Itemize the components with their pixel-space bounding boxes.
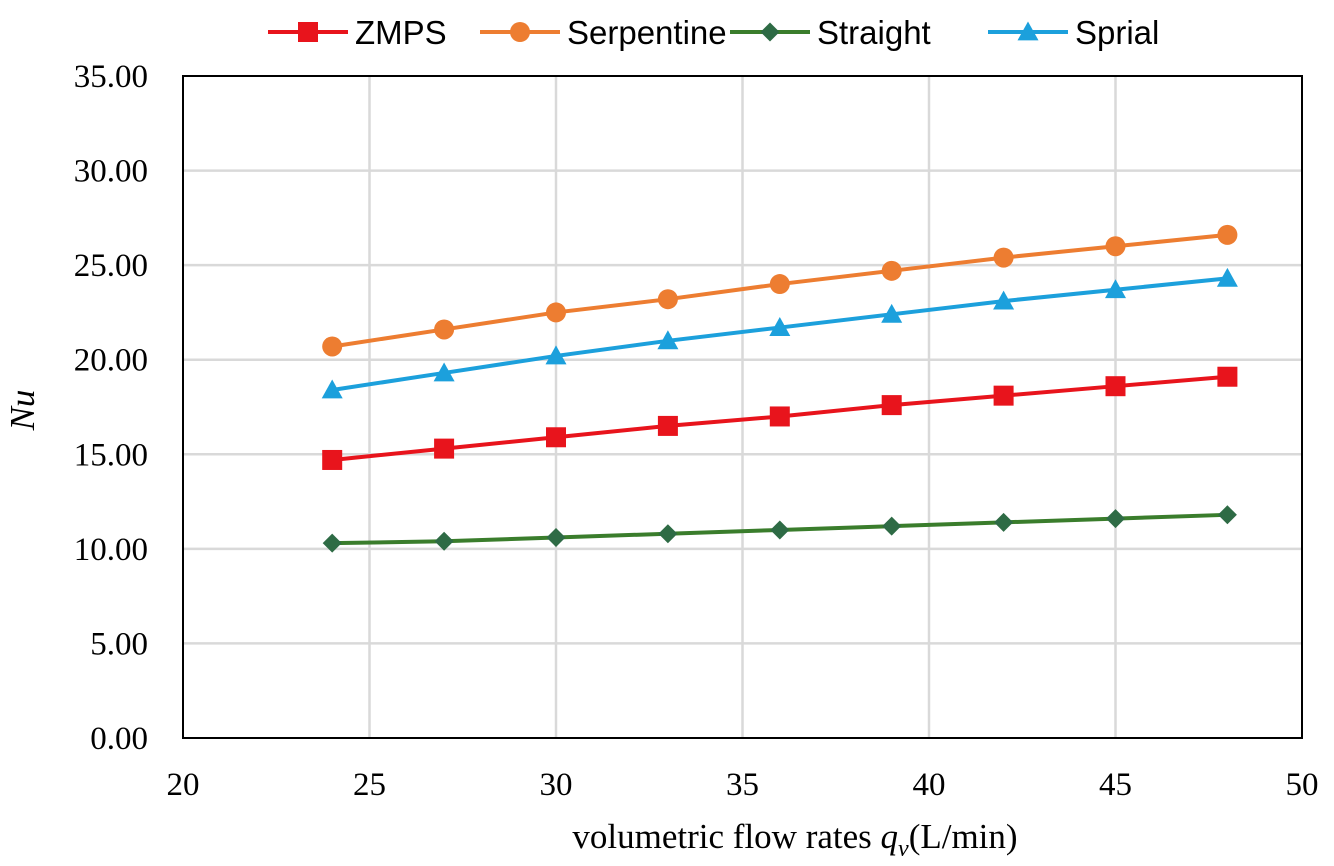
legend-label-serpentine: Serpentine [567, 14, 727, 51]
legend-marker-serpentine [510, 22, 530, 42]
series-serpentine [322, 224, 1238, 357]
x-tick-label: 50 [1286, 767, 1319, 803]
legend-marker-straight [760, 22, 780, 42]
data-point-sprial [993, 290, 1015, 310]
data-point-zmps [546, 427, 566, 448]
data-point-straight [1106, 509, 1125, 529]
data-point-straight [546, 528, 566, 548]
data-point-straight [322, 533, 342, 553]
data-point-straight [882, 516, 902, 536]
x-tick-label: 35 [726, 767, 759, 803]
data-point-zmps [434, 438, 455, 459]
data-point-straight [434, 531, 454, 551]
data-point-zmps [993, 385, 1014, 406]
data-point-serpentine [546, 302, 566, 323]
data-point-zmps [881, 395, 902, 416]
y-axis-title: Nu [3, 390, 42, 432]
x-tick-label: 45 [1099, 767, 1132, 803]
legend-item-serpentine: Serpentine [480, 14, 727, 51]
data-point-sprial [433, 362, 455, 382]
legend: ZMPS Serpentine Straight Sprial [268, 14, 1159, 51]
x-tick-label: 40 [913, 767, 946, 803]
data-point-straight [658, 524, 678, 544]
legend-item-straight: Straight [730, 14, 931, 51]
data-point-serpentine [993, 247, 1014, 268]
series-sprial [321, 267, 1238, 399]
y-tick-label: 30.00 [74, 154, 148, 190]
series-straight [322, 505, 1237, 553]
data-point-sprial [1216, 267, 1238, 287]
legend-label-zmps: ZMPS [355, 14, 447, 51]
data-point-serpentine [1217, 224, 1238, 245]
x-tick-label: 25 [353, 767, 386, 803]
data-point-sprial [321, 379, 343, 399]
x-axis-title-variable: q [881, 817, 899, 856]
y-tick-label: 0.00 [90, 721, 148, 757]
data-point-sprial [545, 345, 567, 365]
x-axis-title-suffix: (L/min) [909, 817, 1018, 856]
y-tick-label: 35.00 [74, 59, 148, 95]
y-tick-label: 25.00 [74, 248, 148, 284]
data-point-sprial [881, 303, 903, 323]
data-point-sprial [1105, 279, 1126, 299]
data-point-straight [770, 520, 790, 540]
data-point-serpentine [881, 260, 902, 281]
data-point-serpentine [434, 319, 455, 340]
data-point-serpentine [769, 274, 790, 295]
series-zmps [322, 366, 1238, 470]
legend-marker-sprial [1017, 21, 1039, 41]
data-point-sprial [769, 317, 791, 336]
legend-marker-zmps [298, 22, 318, 42]
x-axis-title: volumetric flow rates qv(L/min) [572, 817, 1017, 862]
x-axis-title-prefix: volumetric flow rates [572, 817, 880, 856]
data-point-zmps [769, 406, 790, 427]
data-point-serpentine [322, 336, 343, 357]
data-point-straight [994, 512, 1014, 532]
x-tick-label: 30 [540, 767, 573, 803]
series-layer [321, 224, 1238, 553]
legend-label-sprial: Sprial [1075, 14, 1159, 51]
data-point-zmps [1217, 366, 1238, 387]
data-point-sprial [657, 330, 679, 350]
y-tick-label: 15.00 [74, 437, 148, 473]
x-axis-tick-labels: 20 25 30 35 40 45 50 [167, 767, 1319, 803]
x-tick-label: 20 [167, 767, 200, 803]
plot-area-frame [182, 75, 1303, 739]
x-axis-title-subscript: v [898, 836, 909, 862]
legend-label-straight: Straight [817, 14, 931, 51]
data-point-zmps [657, 415, 678, 436]
data-point-straight [1217, 505, 1237, 525]
y-tick-label: 5.00 [90, 626, 148, 662]
legend-item-sprial: Sprial [988, 14, 1159, 51]
legend-item-zmps: ZMPS [268, 14, 447, 51]
data-point-zmps [322, 449, 343, 470]
gridlines [183, 76, 1302, 738]
data-point-serpentine [1105, 236, 1126, 257]
data-point-zmps [1105, 376, 1126, 397]
y-tick-label: 10.00 [74, 532, 148, 568]
y-axis-tick-labels: 0.00 5.00 10.00 15.00 20.00 25.00 30.00 35.00 [74, 59, 148, 757]
data-point-serpentine [657, 289, 678, 310]
y-tick-label: 20.00 [74, 343, 148, 379]
